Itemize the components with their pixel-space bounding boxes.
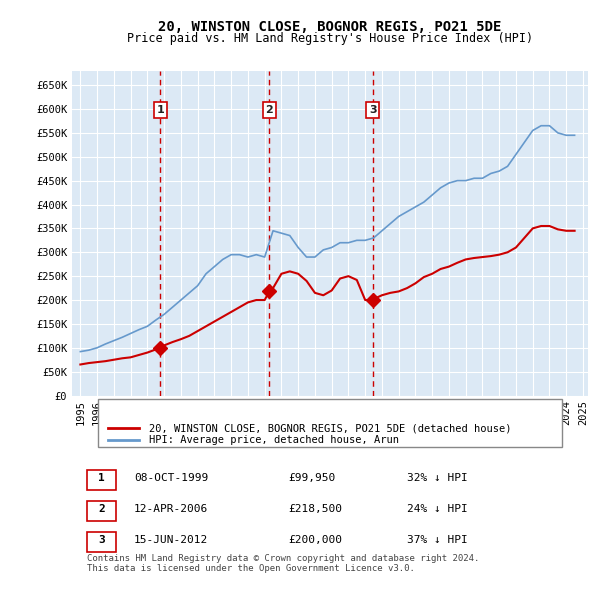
Text: 20, WINSTON CLOSE, BOGNOR REGIS, PO21 5DE (detached house): 20, WINSTON CLOSE, BOGNOR REGIS, PO21 5D… — [149, 424, 512, 434]
Text: 3: 3 — [369, 105, 377, 115]
Text: 32% ↓ HPI: 32% ↓ HPI — [407, 473, 468, 483]
Text: 2: 2 — [265, 105, 273, 115]
FancyBboxPatch shape — [88, 470, 116, 490]
Text: 1: 1 — [157, 105, 164, 115]
FancyBboxPatch shape — [88, 500, 116, 520]
Text: Contains HM Land Registry data © Crown copyright and database right 2024.
This d: Contains HM Land Registry data © Crown c… — [88, 554, 480, 573]
Text: 1: 1 — [98, 473, 105, 483]
Text: 37% ↓ HPI: 37% ↓ HPI — [407, 535, 468, 545]
Text: £200,000: £200,000 — [289, 535, 343, 545]
Text: 12-APR-2006: 12-APR-2006 — [134, 504, 208, 514]
FancyBboxPatch shape — [98, 399, 562, 447]
Text: 24% ↓ HPI: 24% ↓ HPI — [407, 504, 468, 514]
Text: 3: 3 — [98, 535, 105, 545]
FancyBboxPatch shape — [88, 532, 116, 552]
Text: 08-OCT-1999: 08-OCT-1999 — [134, 473, 208, 483]
Text: 20, WINSTON CLOSE, BOGNOR REGIS, PO21 5DE: 20, WINSTON CLOSE, BOGNOR REGIS, PO21 5D… — [158, 19, 502, 34]
Text: Price paid vs. HM Land Registry's House Price Index (HPI): Price paid vs. HM Land Registry's House … — [127, 32, 533, 45]
Text: 15-JUN-2012: 15-JUN-2012 — [134, 535, 208, 545]
Text: 2: 2 — [98, 504, 105, 514]
Text: £218,500: £218,500 — [289, 504, 343, 514]
Text: HPI: Average price, detached house, Arun: HPI: Average price, detached house, Arun — [149, 435, 400, 445]
Text: £99,950: £99,950 — [289, 473, 336, 483]
